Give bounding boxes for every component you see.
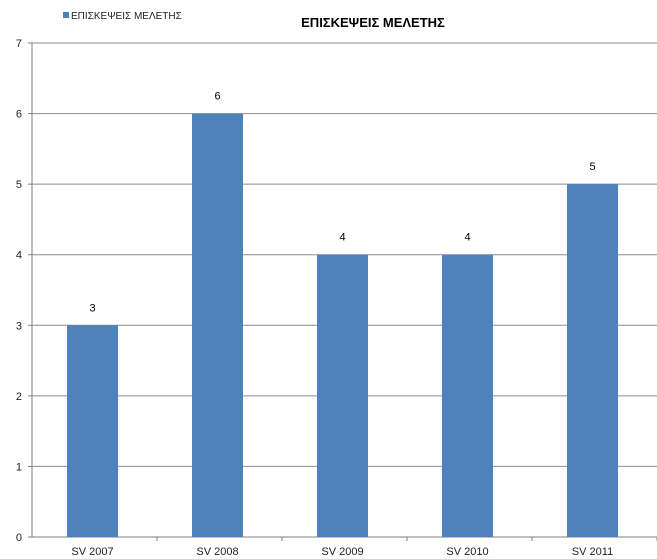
data-label: 4 — [339, 232, 345, 244]
bar — [192, 113, 243, 538]
x-tick-label: SV 2010 — [446, 546, 488, 558]
legend-swatch — [63, 12, 69, 18]
y-tick-label: 6 — [16, 109, 22, 121]
x-tick-label: SV 2008 — [196, 546, 238, 558]
y-tick-label: 4 — [16, 250, 22, 262]
legend: ΕΠΙΣΚΕΨΕΙΣ ΜΕΛΕΤΗΣ — [63, 11, 182, 22]
bars — [67, 113, 618, 538]
y-tick-label: 2 — [16, 391, 22, 403]
x-tick-label: SV 2007 — [71, 546, 113, 558]
chart-title: ΕΠΙΣΚΕΨΕΙΣ ΜΕΛΕΤΗΣ — [301, 15, 445, 30]
y-tick-label: 5 — [16, 179, 22, 191]
data-label: 6 — [214, 91, 220, 103]
x-tick-label: SV 2011 — [572, 546, 613, 558]
data-label: 5 — [589, 161, 595, 173]
bar — [442, 254, 493, 537]
y-tick-label: 3 — [16, 320, 22, 332]
x-tick-label: SV 2009 — [321, 546, 363, 558]
data-label: 4 — [464, 232, 470, 244]
data-label: 3 — [89, 302, 95, 314]
legend-entry: ΕΠΙΣΚΕΨΕΙΣ ΜΕΛΕΤΗΣ — [71, 11, 182, 22]
y-tick-label: 7 — [16, 38, 22, 50]
bar — [317, 254, 368, 537]
y-tick-label: 1 — [16, 461, 22, 473]
bar — [567, 184, 618, 537]
y-tick-label: 0 — [16, 532, 22, 544]
labels: 0 1 2 3 4 5 6 7 3 SV 2007 6 SV 2008 4 SV 2009 4 SV 2010… — [16, 38, 613, 558]
bar — [67, 325, 118, 537]
